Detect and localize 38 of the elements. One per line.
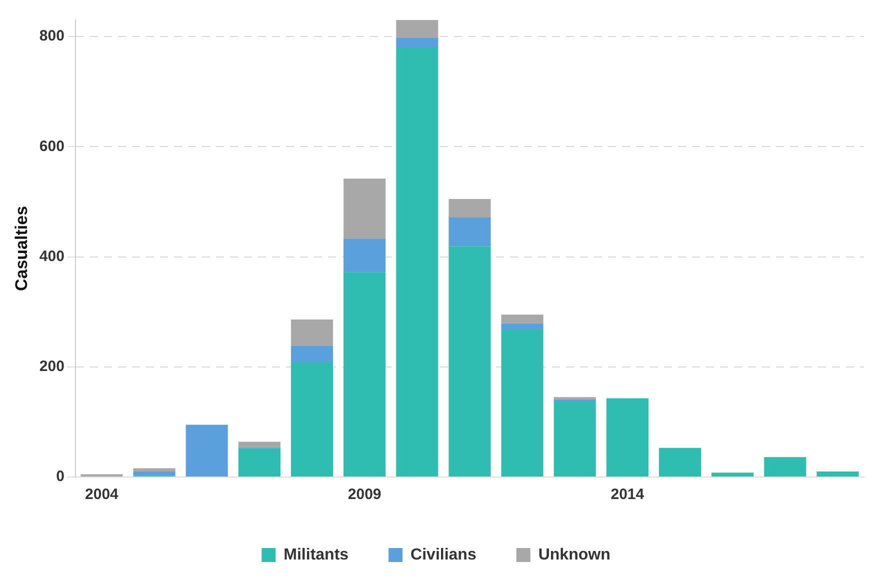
bar — [344, 272, 386, 476]
bar — [186, 424, 228, 476]
x-tick-label: 2009 — [348, 486, 382, 504]
legend-label: Militants — [284, 546, 349, 564]
bar — [764, 457, 806, 476]
bar — [238, 442, 280, 448]
y-axis-title: Casualties — [12, 206, 31, 292]
bar — [448, 246, 491, 476]
y-tick-label: 200 — [39, 358, 64, 376]
bar — [448, 217, 491, 246]
bar — [238, 448, 280, 476]
y-tick-label: 800 — [39, 28, 64, 45]
bar — [816, 471, 859, 476]
bar — [658, 448, 702, 476]
y-tick-label: 600 — [39, 138, 64, 155]
bar — [606, 398, 648, 476]
x-tick-label: 2014 — [610, 486, 645, 504]
y-tick-label: 0 — [56, 468, 64, 486]
x-tick-label: 2004 — [85, 486, 120, 504]
y-tick-label: 400 — [39, 248, 64, 265]
bar — [344, 238, 386, 272]
bar — [396, 38, 438, 48]
legend-label: Civilians — [410, 546, 476, 564]
bar — [501, 314, 544, 324]
bar — [554, 401, 596, 476]
bar — [712, 472, 754, 476]
bar — [133, 468, 176, 472]
bar — [396, 20, 438, 38]
bar — [290, 346, 334, 362]
bar — [290, 362, 334, 476]
bar — [133, 471, 176, 476]
bar — [344, 178, 386, 239]
bar — [448, 198, 491, 218]
bar — [501, 329, 544, 476]
legend-label: Unknown — [538, 546, 610, 564]
bar — [396, 48, 438, 476]
bar — [290, 320, 334, 346]
bar — [501, 323, 544, 330]
